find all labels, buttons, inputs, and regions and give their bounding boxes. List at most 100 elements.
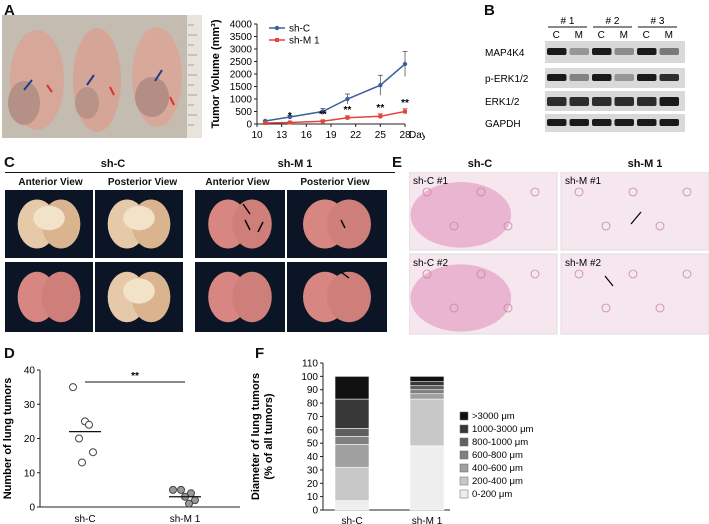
significance-mark: ** bbox=[319, 109, 327, 120]
alveoli bbox=[422, 269, 432, 279]
bar-segment bbox=[409, 381, 445, 387]
alveoli bbox=[574, 187, 584, 197]
data-point bbox=[403, 109, 407, 114]
y-tick-label: 20 bbox=[307, 479, 319, 490]
y-axis-label: Diameter of lung tumors bbox=[250, 373, 262, 500]
blot-band bbox=[569, 119, 589, 126]
legend-label: >3000 μm bbox=[472, 411, 515, 422]
alveoli bbox=[682, 269, 692, 279]
lung-lobe bbox=[41, 271, 81, 323]
data-point bbox=[78, 458, 86, 467]
blot-band bbox=[637, 74, 657, 81]
blot-band bbox=[569, 97, 589, 106]
arrow-icon bbox=[340, 219, 346, 229]
group-divider bbox=[5, 172, 209, 173]
data-point bbox=[89, 448, 97, 457]
lung-photos bbox=[5, 190, 387, 332]
alveoli bbox=[655, 303, 665, 313]
blot-band bbox=[637, 97, 657, 106]
lung-lobe bbox=[327, 271, 371, 323]
bar-segment bbox=[334, 500, 370, 511]
panel-c-group-shc: sh-C bbox=[100, 158, 126, 170]
x-tick-label: 13 bbox=[276, 130, 288, 141]
blot-band bbox=[592, 74, 612, 81]
panel-e-col-shc: sh-C bbox=[467, 158, 493, 170]
y-tick-label: 80 bbox=[307, 399, 319, 410]
y-tick-label: 0 bbox=[246, 120, 252, 131]
blot-lane-label: C bbox=[598, 30, 605, 41]
blot-band bbox=[547, 97, 567, 106]
y-axis-label: Number of lung tumors bbox=[2, 378, 14, 500]
significance-mark: ** bbox=[131, 371, 139, 382]
tumor-region bbox=[410, 182, 512, 248]
y-tick-label: 3000 bbox=[230, 45, 253, 56]
y-tick-label: 10 bbox=[24, 468, 36, 479]
tumor-region bbox=[410, 264, 512, 332]
blot-band bbox=[637, 119, 657, 126]
alveoli bbox=[422, 187, 432, 197]
tumor-mass bbox=[123, 205, 155, 231]
alveoli bbox=[476, 187, 486, 197]
arrow-icon bbox=[604, 275, 614, 287]
panel-label-e: E bbox=[392, 154, 403, 171]
y-tick-label: 4000 bbox=[230, 20, 253, 31]
arrow-icon bbox=[630, 211, 642, 225]
data-point bbox=[177, 485, 185, 494]
series-line-shm1 bbox=[265, 110, 406, 124]
arrow-icon bbox=[244, 219, 251, 231]
y-tick-label: 100 bbox=[301, 372, 318, 383]
blot-group-label: # 1 bbox=[561, 16, 575, 27]
blot-band bbox=[547, 119, 567, 126]
bar-segment bbox=[409, 376, 445, 383]
data-point bbox=[263, 121, 268, 125]
view-label: Posterior View bbox=[300, 177, 370, 188]
blot-band bbox=[614, 119, 634, 126]
data-point bbox=[75, 434, 83, 443]
blot-band bbox=[569, 48, 589, 55]
legend-label: 800-1000 μm bbox=[472, 437, 528, 448]
blot-band bbox=[659, 119, 679, 126]
y-tick-label: 110 bbox=[302, 359, 318, 370]
histology-tile-label: sh-M #1 bbox=[565, 176, 602, 187]
bar-segment bbox=[409, 389, 445, 395]
legend-marker bbox=[275, 38, 279, 42]
y-tick-label: 0 bbox=[312, 506, 318, 517]
y-tick-label: 40 bbox=[307, 452, 319, 463]
panel-c-group-shm1: sh-M 1 bbox=[277, 158, 313, 170]
y-tick-label: 30 bbox=[24, 400, 36, 411]
lung-tumor-count-chart: 0 10 20 30 40 Number of lung tumors sh-C sh-M 1… bbox=[2, 366, 240, 524]
y-tick-label: 50 bbox=[307, 439, 319, 450]
series-line-shc bbox=[265, 63, 406, 122]
significance-mark: * bbox=[288, 111, 292, 122]
bar-segment bbox=[334, 444, 370, 468]
histology-tile-label: sh-C #2 bbox=[413, 258, 448, 269]
x-tick-label: 16 bbox=[301, 130, 313, 141]
data-point bbox=[169, 485, 177, 494]
view-label: Anterior View bbox=[205, 177, 270, 188]
y-tick-label: 2000 bbox=[230, 70, 253, 81]
bar-segment bbox=[334, 398, 370, 429]
bar-segment bbox=[334, 466, 370, 501]
data-point bbox=[69, 383, 77, 392]
alveoli bbox=[503, 303, 513, 313]
data-point bbox=[345, 115, 350, 120]
y-tick-label: 30 bbox=[307, 465, 319, 476]
histology-tile bbox=[560, 172, 709, 251]
x-category-label: sh-M 1 bbox=[170, 514, 201, 524]
legend-label: 0-200 μm bbox=[472, 489, 512, 500]
legend-label: sh-C bbox=[289, 24, 310, 35]
lung-lobe bbox=[232, 271, 272, 323]
x-category-label: sh-C bbox=[341, 516, 362, 524]
alveoli bbox=[530, 269, 540, 279]
arrow-icon bbox=[242, 203, 251, 215]
significance-mark: ** bbox=[344, 105, 352, 116]
y-tick-label: 90 bbox=[307, 385, 319, 396]
blot-band bbox=[547, 74, 567, 81]
blot-band bbox=[659, 48, 679, 55]
blot-band bbox=[614, 48, 634, 55]
bar-segment bbox=[409, 445, 445, 511]
bar-segment bbox=[334, 376, 370, 400]
alveoli bbox=[449, 303, 459, 313]
western-blot: # 1 # 2 # 3 C M C M C M MAP4K4 p-ERK1/2 ERK1/2 GAPDH bbox=[483, 14, 707, 138]
alveoli bbox=[628, 187, 638, 197]
